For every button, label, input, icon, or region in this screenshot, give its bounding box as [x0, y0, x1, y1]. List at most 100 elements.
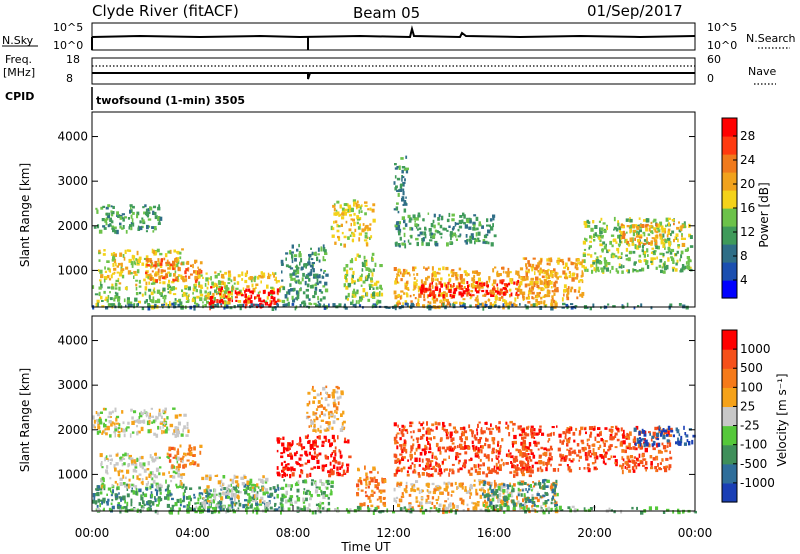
data-cell	[491, 458, 493, 462]
data-cell	[186, 421, 189, 427]
data-cell	[427, 485, 430, 488]
data-cell	[479, 480, 484, 484]
data-cell	[153, 278, 156, 283]
data-cell	[490, 293, 492, 297]
data-cell	[650, 257, 654, 262]
data-cell	[677, 238, 679, 243]
data-cell	[236, 281, 240, 285]
data-cell	[570, 426, 573, 431]
data-cell	[294, 258, 297, 262]
data-cell	[612, 255, 615, 259]
data-cell	[137, 225, 140, 229]
data-cell	[426, 436, 428, 442]
data-cell	[176, 250, 180, 254]
data-cell	[598, 260, 603, 265]
data-cell	[192, 296, 196, 301]
data-cell	[117, 470, 121, 473]
data-cell	[127, 421, 130, 425]
data-cell	[105, 296, 109, 300]
data-cell	[450, 236, 452, 241]
data-cell	[516, 293, 520, 297]
data-cell	[258, 503, 263, 506]
data-cell	[358, 209, 360, 214]
data-cell	[425, 277, 429, 281]
data-cell	[115, 417, 118, 422]
data-cell	[462, 298, 466, 301]
data-cell	[562, 454, 565, 457]
data-cell	[320, 411, 324, 415]
data-cell	[467, 469, 471, 474]
data-cell	[480, 430, 484, 435]
data-cell	[179, 501, 183, 504]
data-cell	[225, 495, 229, 499]
data-cell	[633, 436, 636, 440]
data-cell	[158, 275, 161, 280]
data-cell	[660, 451, 663, 454]
data-cell	[274, 502, 277, 506]
data-cell	[460, 432, 463, 437]
data-cell	[263, 274, 266, 278]
data-cell	[339, 395, 342, 399]
data-cell	[427, 482, 430, 487]
data-cell	[315, 455, 318, 460]
data-cell	[258, 274, 262, 278]
data-cell	[678, 221, 680, 224]
data-cell	[448, 273, 450, 277]
data-cell	[465, 234, 468, 238]
data-cell	[145, 487, 149, 491]
data-cell	[367, 274, 370, 279]
data-cell	[635, 425, 639, 430]
data-cell	[299, 438, 302, 443]
data-cell	[327, 470, 330, 474]
data-cell	[136, 214, 139, 219]
data-cell	[458, 267, 462, 271]
data-cell	[329, 461, 332, 466]
noise-tick-low-left: 10^0	[53, 39, 83, 52]
cpid-label: CPID	[5, 90, 34, 103]
data-cell	[478, 223, 482, 227]
data-cell	[444, 449, 447, 453]
data-cell	[545, 467, 548, 472]
data-cell	[237, 291, 241, 294]
data-cell	[649, 455, 653, 459]
data-cell	[266, 284, 269, 289]
data-cell	[586, 268, 589, 272]
data-cell	[110, 416, 112, 418]
data-cell	[287, 444, 291, 448]
data-cell	[475, 492, 479, 496]
data-cell	[518, 433, 522, 437]
data-cell	[462, 282, 466, 285]
data-cell	[570, 306, 574, 310]
data-cell	[125, 453, 129, 457]
data-cell	[100, 283, 103, 289]
data-cell	[472, 221, 476, 225]
data-cell	[566, 442, 569, 446]
data-cell	[685, 305, 689, 310]
data-cell	[455, 222, 460, 225]
data-cell	[684, 265, 687, 270]
data-cell	[146, 508, 150, 512]
data-cell	[406, 272, 409, 275]
data-cell	[543, 482, 546, 486]
data-cell	[425, 462, 429, 466]
data-cell	[429, 289, 432, 293]
data-cell	[528, 456, 531, 460]
data-cell	[374, 479, 378, 483]
data-cell	[174, 277, 177, 280]
data-cell	[147, 211, 151, 214]
data-cell	[280, 455, 284, 459]
data-cell	[495, 462, 498, 468]
data-cell	[439, 281, 442, 284]
data-cell	[136, 475, 139, 480]
data-cell	[642, 458, 645, 461]
data-cell	[227, 270, 231, 274]
data-cell	[617, 220, 619, 223]
data-cell	[179, 457, 183, 461]
data-cell	[280, 452, 284, 455]
data-cell	[249, 504, 253, 509]
data-cell	[159, 292, 163, 296]
data-cell	[638, 217, 641, 220]
data-cell	[153, 205, 157, 209]
data-cell	[627, 458, 631, 461]
data-cell	[330, 485, 334, 488]
